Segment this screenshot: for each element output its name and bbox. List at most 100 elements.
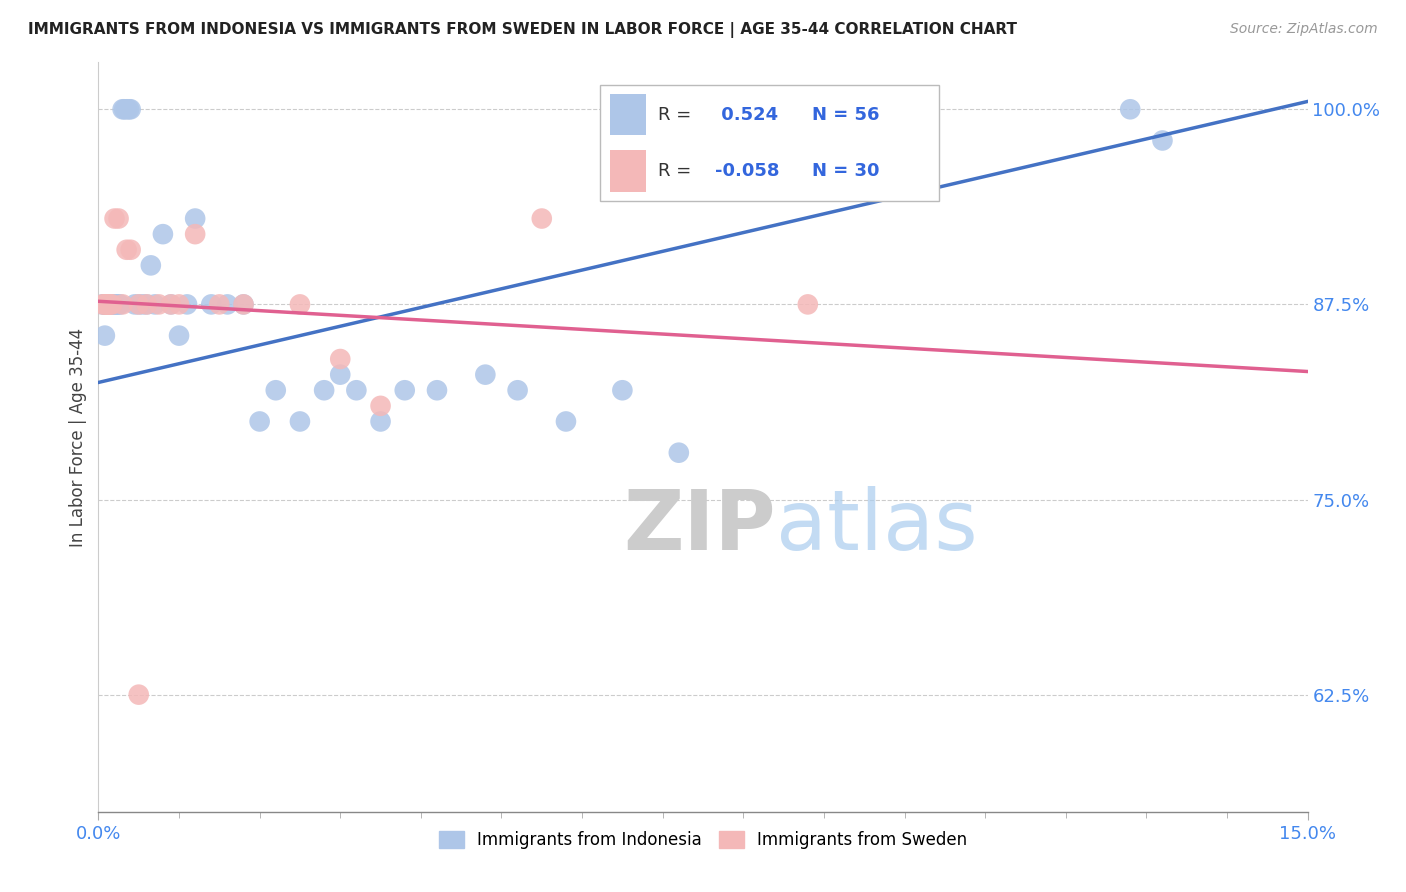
Point xyxy=(111,297,134,311)
Point xyxy=(208,297,231,311)
FancyBboxPatch shape xyxy=(610,151,647,192)
Point xyxy=(143,297,166,311)
Text: 0.524: 0.524 xyxy=(716,106,778,124)
Point xyxy=(139,258,162,272)
Text: R =: R = xyxy=(658,106,697,124)
Point xyxy=(115,102,138,116)
Point xyxy=(118,102,141,116)
Point xyxy=(107,211,129,226)
Point xyxy=(128,688,150,702)
Point xyxy=(232,297,254,311)
Point xyxy=(394,384,416,398)
Point xyxy=(167,328,190,343)
Point xyxy=(94,297,117,311)
Point xyxy=(101,297,124,311)
Point xyxy=(530,211,553,226)
Point xyxy=(111,102,134,116)
Point xyxy=(100,297,122,311)
Point xyxy=(329,368,352,382)
Text: -0.058: -0.058 xyxy=(716,162,779,180)
Y-axis label: In Labor Force | Age 35-44: In Labor Force | Age 35-44 xyxy=(69,327,87,547)
Point xyxy=(94,297,117,311)
Point xyxy=(103,211,125,226)
Point xyxy=(370,414,392,429)
Point xyxy=(94,297,117,311)
Point xyxy=(93,297,115,311)
Point xyxy=(96,297,118,311)
Text: ZIP: ZIP xyxy=(623,486,776,567)
Point xyxy=(176,297,198,311)
Point xyxy=(797,297,820,311)
Point xyxy=(108,297,131,311)
Point xyxy=(506,384,529,398)
Point xyxy=(93,297,115,311)
FancyBboxPatch shape xyxy=(610,95,647,136)
Point xyxy=(668,446,690,460)
Point xyxy=(100,297,122,311)
Point xyxy=(97,297,120,311)
Point xyxy=(100,297,122,311)
Point xyxy=(98,297,121,311)
Point xyxy=(344,384,367,398)
Point xyxy=(148,297,170,311)
Point xyxy=(264,384,287,398)
Point xyxy=(232,297,254,311)
Text: atlas: atlas xyxy=(776,486,977,567)
Point xyxy=(101,297,124,311)
Point xyxy=(160,297,183,311)
Point xyxy=(555,414,578,429)
Point xyxy=(288,297,311,311)
Point xyxy=(96,297,118,311)
Point xyxy=(128,297,150,311)
Point xyxy=(160,297,183,311)
Point xyxy=(96,297,118,311)
Text: N = 56: N = 56 xyxy=(811,106,879,124)
Point xyxy=(105,297,128,311)
Point xyxy=(152,227,174,241)
Point xyxy=(105,297,128,311)
Text: R =: R = xyxy=(658,162,697,180)
Point xyxy=(101,297,124,311)
Point xyxy=(288,414,311,429)
Point xyxy=(115,243,138,257)
Point xyxy=(128,821,150,835)
Point xyxy=(124,297,146,311)
FancyBboxPatch shape xyxy=(600,85,939,201)
Point xyxy=(91,297,114,311)
Point xyxy=(100,297,122,311)
Point xyxy=(112,102,135,116)
Point xyxy=(96,297,118,311)
Point xyxy=(1152,133,1174,147)
Point xyxy=(612,384,634,398)
Text: IMMIGRANTS FROM INDONESIA VS IMMIGRANTS FROM SWEDEN IN LABOR FORCE | AGE 35-44 C: IMMIGRANTS FROM INDONESIA VS IMMIGRANTS … xyxy=(28,22,1017,38)
Point xyxy=(96,297,118,311)
Point xyxy=(107,297,129,311)
Point xyxy=(314,384,336,398)
Point xyxy=(370,399,392,413)
Point xyxy=(329,351,352,366)
Point xyxy=(91,297,114,311)
Point xyxy=(97,297,120,311)
Point xyxy=(249,414,271,429)
Text: N = 30: N = 30 xyxy=(811,162,879,180)
Point xyxy=(128,297,150,311)
Point xyxy=(426,384,449,398)
Point xyxy=(94,328,117,343)
Point xyxy=(184,211,207,226)
Point xyxy=(98,297,121,311)
Point xyxy=(474,368,496,382)
Point xyxy=(184,227,207,241)
Point xyxy=(132,297,155,311)
Point xyxy=(120,102,142,116)
Point xyxy=(1119,102,1142,116)
Point xyxy=(200,297,222,311)
Point xyxy=(135,297,157,311)
Point xyxy=(217,297,239,311)
Legend: Immigrants from Indonesia, Immigrants from Sweden: Immigrants from Indonesia, Immigrants fr… xyxy=(432,824,974,855)
Point xyxy=(97,297,120,311)
Point xyxy=(103,297,125,311)
Point xyxy=(135,297,157,311)
Point xyxy=(97,297,120,311)
Point xyxy=(120,243,142,257)
Text: Source: ZipAtlas.com: Source: ZipAtlas.com xyxy=(1230,22,1378,37)
